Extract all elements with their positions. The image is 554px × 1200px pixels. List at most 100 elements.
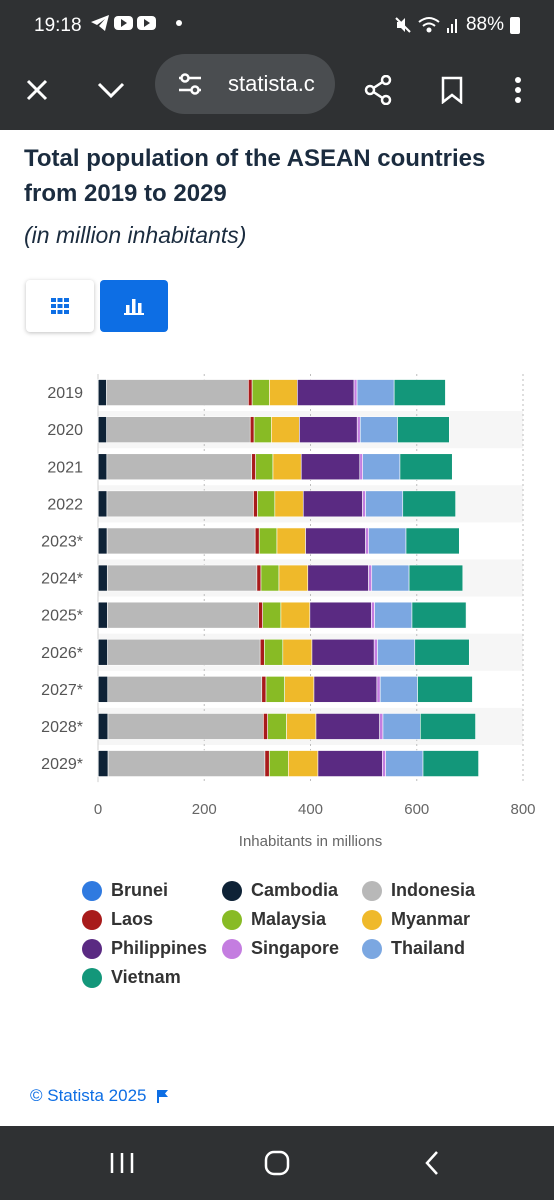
y-category-label: 2024*	[41, 571, 83, 588]
bar-segment-malaysia	[253, 416, 272, 443]
bar-segment-thailand	[359, 416, 398, 443]
stacked-bar-chart: 0 200 400 600 800 2019 2020 2021 2022 2023* 2024* 2…	[41, 374, 536, 850]
bar-segment-singapore	[382, 750, 386, 777]
system-icons: 88%	[394, 14, 520, 36]
bar-segment-vietnam	[420, 713, 476, 740]
y-category-label: 2027*	[41, 682, 83, 699]
bar-segment-vietnam	[411, 601, 467, 629]
bar-segment-vietnam	[397, 416, 450, 443]
y-category-label: 2020	[47, 422, 83, 439]
legend-item-malaysia[interactable]: Malaysia	[222, 909, 326, 930]
legend-label: Cambodia	[251, 880, 339, 900]
bar-segment-thailand	[377, 638, 416, 666]
back-button[interactable]	[412, 1148, 452, 1178]
y-category-label: 2022	[47, 496, 83, 513]
legend-label: Indonesia	[391, 880, 476, 900]
bar-segment-myanmar	[278, 564, 309, 592]
signal-icon	[446, 19, 457, 33]
table-view-button[interactable]	[26, 280, 94, 332]
bar-segment-vietnam	[408, 564, 464, 592]
statista-credit[interactable]: © Statista 2025	[30, 1086, 169, 1106]
address-bar[interactable]: statista.c	[155, 54, 335, 114]
battery-level: 88%	[465, 14, 504, 35]
legend-swatch	[82, 909, 102, 930]
bar-segment-philippines	[297, 379, 355, 406]
bar-segment-laos	[249, 416, 255, 443]
legend-item-thailand[interactable]: Thailand	[362, 938, 465, 959]
bar-segment-thailand	[371, 564, 410, 592]
legend-label: Philippines	[111, 938, 208, 958]
chart-view-button[interactable]	[100, 280, 168, 332]
bar-segment-laos	[248, 379, 253, 406]
bar-segment-cambodia	[97, 638, 108, 666]
chevron-down-icon	[97, 82, 125, 99]
home-button[interactable]	[257, 1148, 297, 1178]
bar-segment-indonesia	[106, 453, 253, 481]
legend-swatch	[82, 938, 102, 959]
status-time: 19:18	[34, 15, 82, 36]
x-tick-label: 600	[404, 801, 429, 818]
legend-item-indonesia[interactable]: Indonesia	[362, 880, 475, 901]
legend-swatch	[222, 880, 242, 901]
bar-segment-singapore	[376, 676, 381, 703]
recent-apps-icon	[110, 1153, 134, 1173]
bar-segment-malaysia	[265, 676, 285, 703]
more-vertical-icon	[515, 77, 521, 103]
bar-segment-myanmar	[286, 713, 317, 740]
bar-segment-indonesia	[107, 676, 263, 703]
bar-segment-thailand	[379, 676, 418, 703]
bar-segment-myanmar	[284, 676, 315, 703]
legend-item-vietnam[interactable]: Vietnam	[82, 967, 181, 988]
bar-segment-cambodia	[97, 601, 108, 629]
bar-segment-cambodia	[97, 453, 108, 481]
legend-item-singapore[interactable]: Singapore	[222, 938, 339, 959]
share-button[interactable]	[358, 70, 398, 110]
legend-item-laos[interactable]: Laos	[82, 909, 153, 930]
bar-segment-laos	[263, 713, 268, 740]
bar-segment-malaysia	[264, 638, 284, 666]
wifi-icon	[418, 17, 440, 33]
legend-label: Vietnam	[111, 967, 181, 987]
bar-segment-myanmar	[280, 601, 311, 629]
recent-apps-button[interactable]	[102, 1148, 142, 1178]
site-settings-icon[interactable]	[177, 73, 203, 95]
bar-segment-philippines	[299, 416, 358, 443]
more-options-button[interactable]	[498, 70, 538, 110]
credit-text: © Statista 2025	[30, 1086, 147, 1105]
close-tab-button[interactable]	[17, 70, 57, 110]
bar-segment-laos	[256, 564, 262, 592]
bar-segment-indonesia	[106, 379, 249, 406]
close-icon	[26, 79, 48, 101]
flag-icon[interactable]	[156, 1089, 169, 1103]
bar-segment-laos	[261, 676, 267, 703]
bar-segment-laos	[264, 750, 270, 777]
chart-title: Total population of the ASEAN countries …	[24, 145, 486, 207]
legend-swatch	[362, 938, 382, 959]
bar-segment-singapore	[373, 638, 378, 666]
bar-segment-cambodia	[97, 713, 109, 740]
system-nav-bar	[0, 1126, 554, 1200]
bar-segment-laos	[258, 601, 263, 629]
x-tick-label: 800	[510, 801, 535, 818]
collapse-button[interactable]	[91, 70, 131, 110]
bar-segment-philippines	[315, 713, 380, 740]
bar-segment-cambodia	[97, 750, 109, 777]
legend-label: Thailand	[391, 938, 466, 958]
bar-segment-malaysia	[258, 527, 278, 555]
youtube-icon	[114, 16, 133, 30]
legend-item-philippines[interactable]: Philippines	[82, 938, 207, 959]
more-notifications-icon	[176, 20, 182, 26]
bar-segment-malaysia	[268, 750, 289, 777]
bar-segment-indonesia	[107, 750, 266, 777]
telegram-icon	[91, 15, 109, 31]
legend-swatch	[362, 909, 382, 930]
bar-segment-indonesia	[107, 713, 264, 740]
legend-item-brunei[interactable]: Brunei	[82, 880, 168, 901]
bar-segment-laos	[251, 453, 256, 481]
bar-chart-icon	[124, 299, 144, 315]
legend-swatch	[222, 909, 242, 930]
legend-item-cambodia[interactable]: Cambodia	[222, 880, 338, 901]
bookmark-button[interactable]	[432, 70, 472, 110]
legend-item-myanmar[interactable]: Myanmar	[362, 909, 470, 930]
url-text: statista.c	[228, 71, 315, 96]
